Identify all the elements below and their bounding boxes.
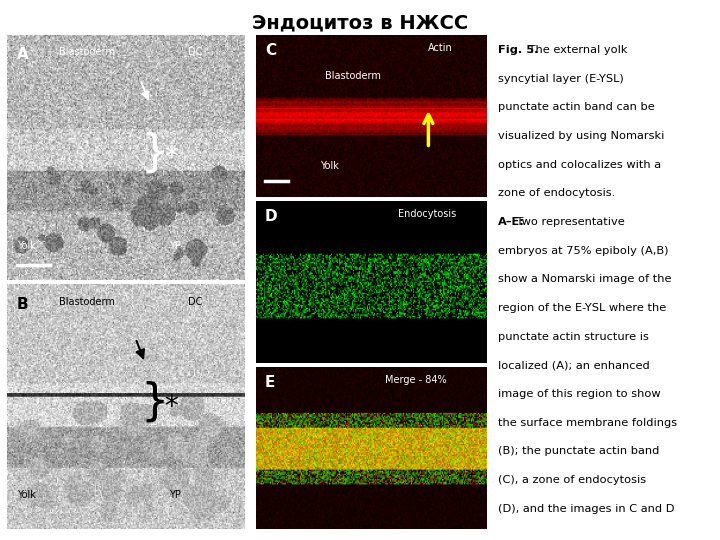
Text: Yolk: Yolk: [320, 161, 339, 171]
Text: region of the E-YSL where the: region of the E-YSL where the: [498, 303, 666, 313]
Text: The external yolk: The external yolk: [526, 45, 628, 55]
Text: visualized by using Nomarski: visualized by using Nomarski: [498, 131, 664, 141]
Text: Blastoderm: Blastoderm: [325, 71, 381, 80]
Text: Endocytosis: Endocytosis: [398, 210, 456, 219]
Text: *: *: [164, 144, 178, 172]
Text: Two representative: Two representative: [513, 217, 625, 227]
Text: Blastoderm: Blastoderm: [60, 48, 115, 57]
Text: A–E:: A–E:: [498, 217, 524, 227]
Text: D: D: [265, 210, 277, 224]
Text: Merge - 84%: Merge - 84%: [384, 375, 446, 386]
Text: zone of endocytosis.: zone of endocytosis.: [498, 188, 615, 198]
Text: embryos at 75% epiboly (A,B): embryos at 75% epiboly (A,B): [498, 246, 668, 255]
Text: Yolk: Yolk: [17, 241, 35, 251]
Text: B: B: [17, 296, 28, 312]
Text: show a Nomarski image of the: show a Nomarski image of the: [498, 274, 671, 284]
Text: DC: DC: [188, 48, 202, 57]
Text: C: C: [265, 43, 276, 58]
Text: (C), a zone of endocytosis: (C), a zone of endocytosis: [498, 475, 646, 485]
Text: (B); the punctate actin band: (B); the punctate actin band: [498, 446, 659, 456]
Text: DC: DC: [188, 296, 202, 307]
Text: syncytial layer (E-YSL): syncytial layer (E-YSL): [498, 73, 624, 84]
Text: Blastoderm: Blastoderm: [60, 296, 115, 307]
Text: YP: YP: [168, 490, 181, 500]
Text: image of this region to show: image of this region to show: [498, 389, 660, 399]
Text: Fig. 5.: Fig. 5.: [498, 45, 538, 55]
Text: Actin: Actin: [428, 43, 453, 53]
Text: }: }: [140, 131, 168, 174]
Text: the surface membrane foldings: the surface membrane foldings: [498, 417, 677, 428]
Text: Yolk: Yolk: [17, 490, 35, 500]
Text: }: }: [140, 380, 168, 423]
Text: E: E: [265, 375, 275, 390]
Text: localized (A); an enhanced: localized (A); an enhanced: [498, 360, 649, 370]
Text: Эндоцитоз в НЖСС: Эндоцитоз в НЖСС: [252, 14, 468, 32]
Text: A: A: [17, 48, 29, 62]
Text: (D), and the images in C and D: (D), and the images in C and D: [498, 503, 674, 514]
Text: *: *: [164, 393, 178, 421]
Text: YP: YP: [168, 241, 181, 251]
Text: punctate actin band can be: punctate actin band can be: [498, 102, 654, 112]
Text: optics and colocalizes with a: optics and colocalizes with a: [498, 160, 661, 170]
Text: punctate actin structure is: punctate actin structure is: [498, 332, 649, 342]
